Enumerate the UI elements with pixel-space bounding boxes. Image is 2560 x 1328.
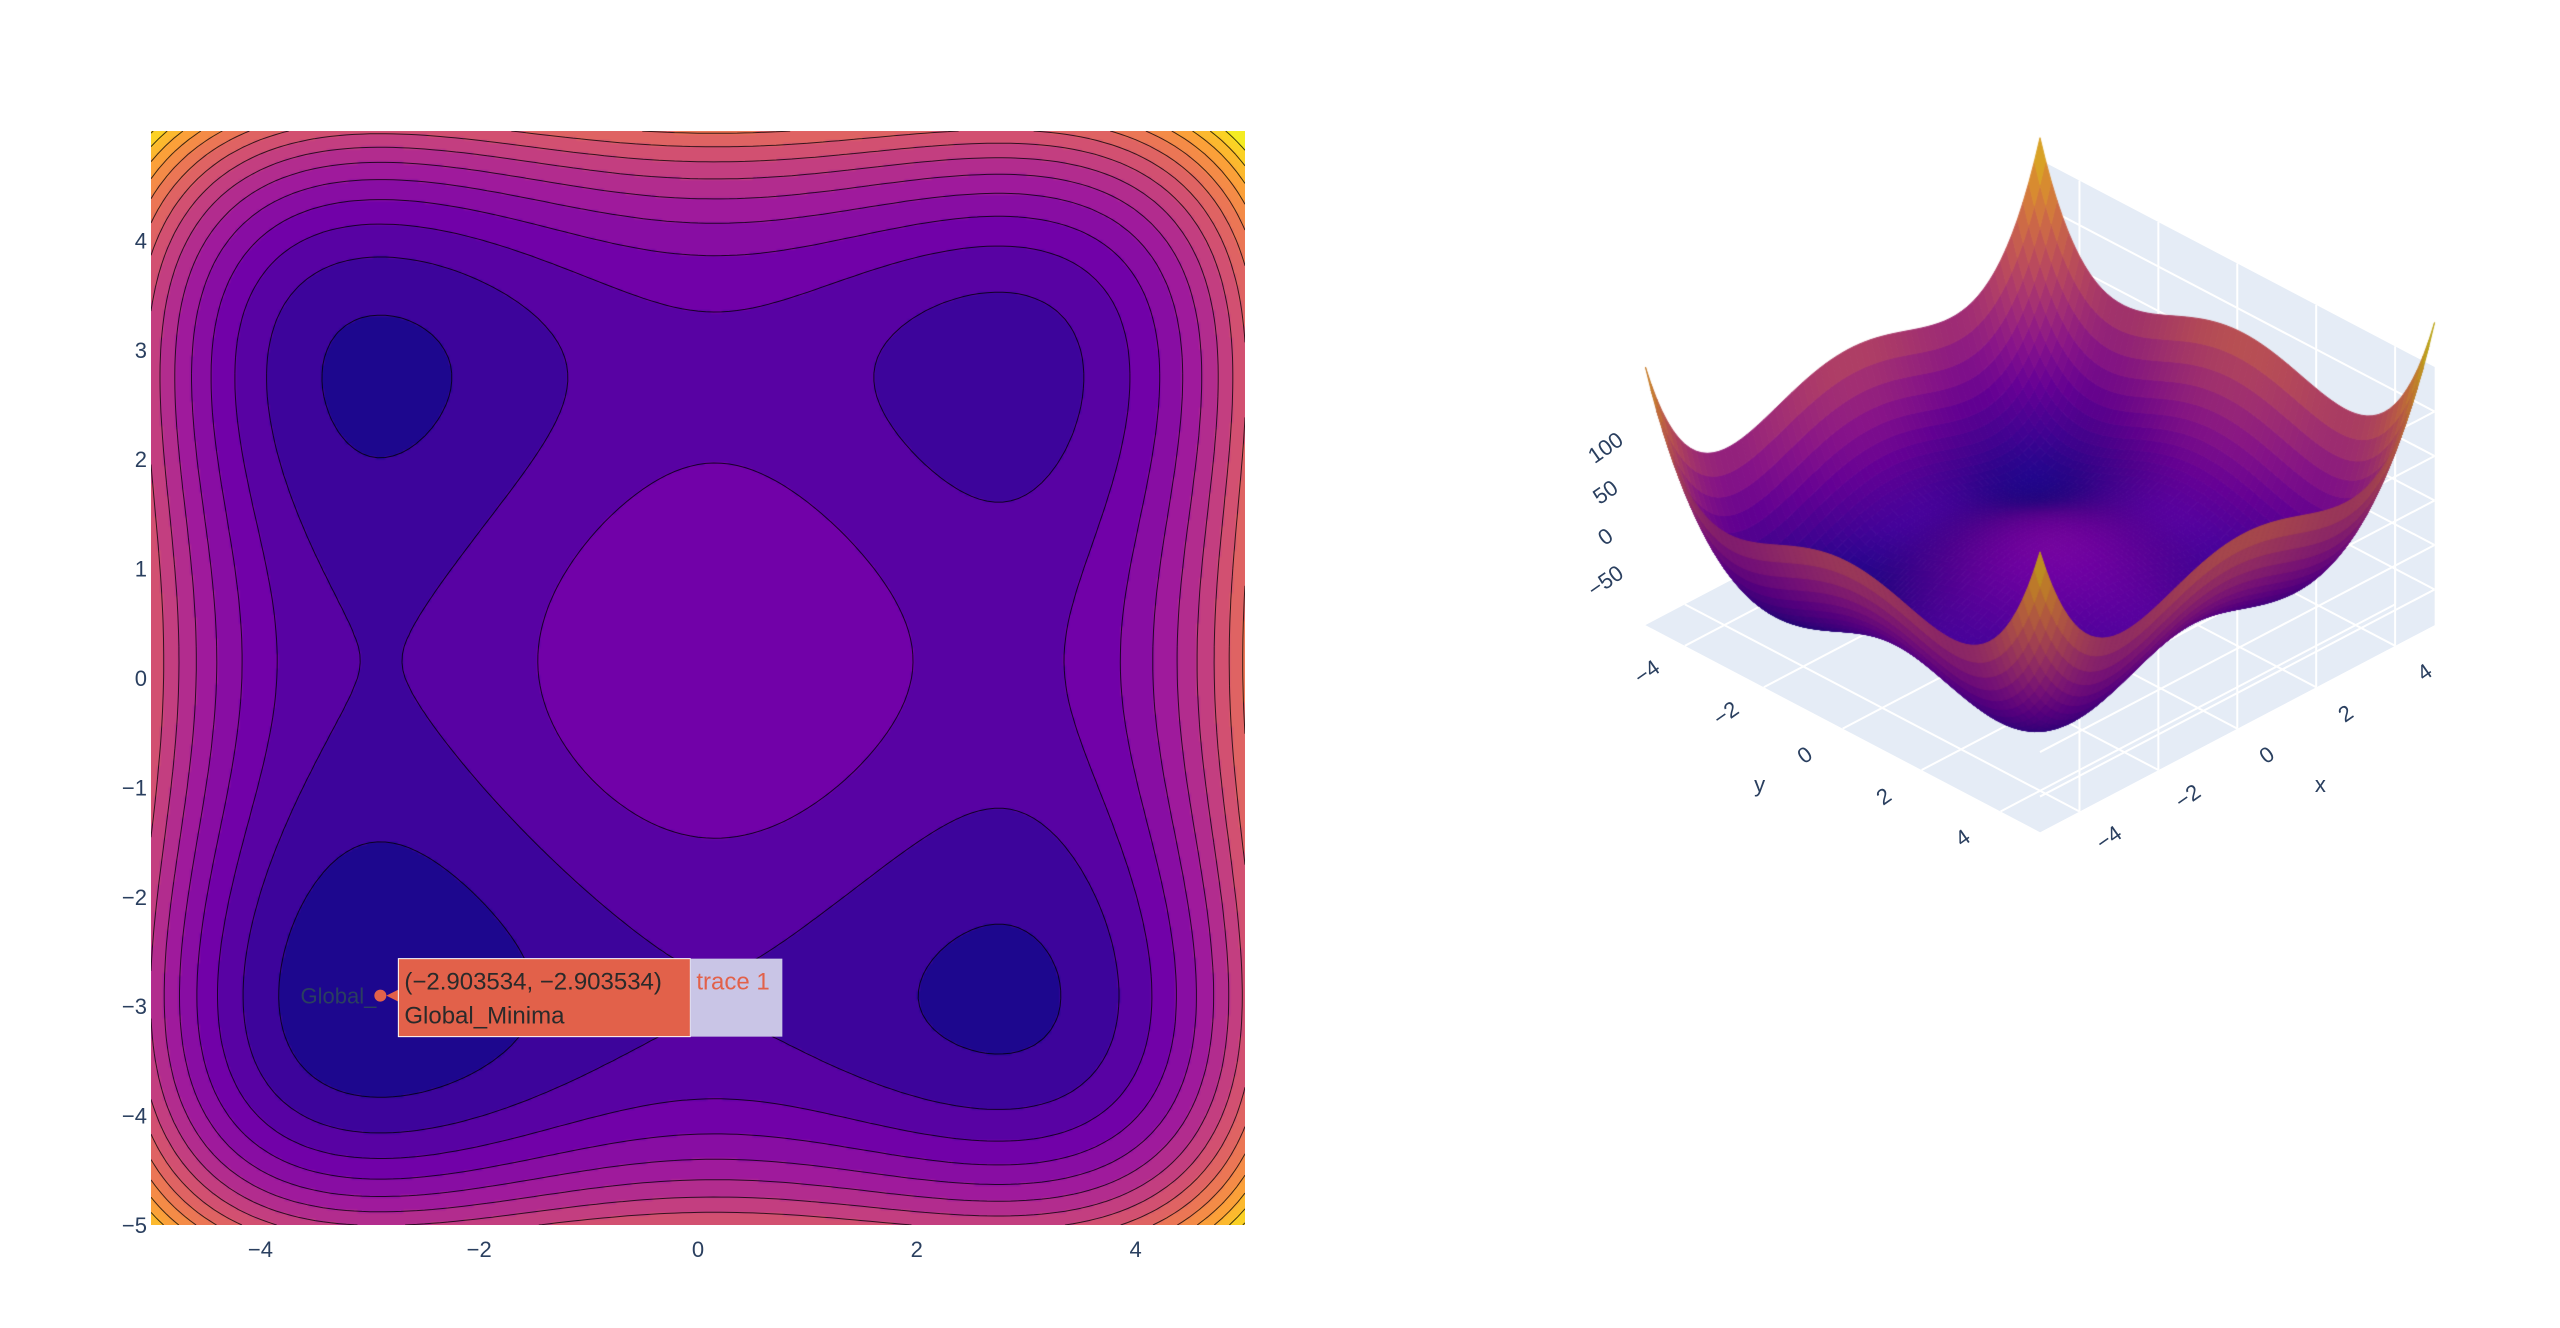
- contour-line: [151, 131, 1245, 1225]
- hover-trace-name: trace 1: [696, 969, 769, 996]
- x-tick-label: 2: [911, 1237, 923, 1262]
- contour-line: [151, 131, 1245, 1225]
- contour-x-axis: −4 −2 0 2 4: [248, 1237, 1142, 1262]
- y-tick-label: 2: [135, 447, 147, 472]
- contour-line: [151, 146, 1230, 1225]
- contour-line: [151, 131, 1245, 1225]
- y-tick-label: −1: [122, 775, 147, 800]
- contour-line: [151, 133, 1243, 1225]
- x-tick-label: −4: [248, 1237, 273, 1262]
- contour-line: [196, 199, 1177, 1180]
- contour-y-axis: 4 3 2 1 0 −1 −2 −3 −4 −5: [122, 228, 147, 1238]
- hover-coords: (−2.903534, −2.903534): [404, 969, 662, 996]
- y-tick-label: 3: [135, 338, 147, 363]
- global-minimum-marker-group[interactable]: Global_: [301, 984, 387, 1009]
- hover-box: [397, 958, 691, 1038]
- hover-tooltip: (−2.903534, −2.903534) Global_Minima tra…: [386, 958, 783, 1038]
- hover-pointer: [386, 989, 399, 1002]
- y-tick-label: 0: [135, 666, 147, 691]
- y-tick-label: 1: [135, 557, 147, 582]
- contour-line: [151, 131, 1245, 1225]
- contour-plot[interactable]: −4 −2 0 2 4 4 3 2 1 0 −1 −2 −3 −4 −5 Global_ (−2.9035…: [122, 131, 1245, 1262]
- scene-x-axis-title: x: [2315, 772, 2326, 797]
- x-tick-label: 4: [1129, 1237, 1141, 1262]
- contour-line: [278, 314, 1062, 1098]
- contour-line: [217, 223, 1153, 1159]
- y-tick-label: −3: [122, 994, 147, 1019]
- y-tick-label: 4: [135, 228, 147, 253]
- hover-label: Global_Minima: [404, 1003, 565, 1030]
- y-tick-label: −2: [122, 885, 147, 910]
- contour-line: [163, 161, 1215, 1213]
- scene-y-axis-title: y: [1754, 772, 1765, 797]
- hover-trace-box: [690, 958, 783, 1037]
- contour-line: [151, 131, 1245, 1225]
- contour-lines: [151, 131, 1245, 1225]
- contour-line: [151, 131, 1245, 1225]
- contour-heatmap: [151, 131, 1245, 1225]
- marker-label: Global_: [301, 984, 378, 1009]
- y-tick-label: −4: [122, 1104, 147, 1129]
- x-tick-label: 0: [692, 1237, 704, 1262]
- contour-line: [151, 131, 1245, 1225]
- x-tick-label: −2: [467, 1237, 492, 1262]
- contour-line: [179, 179, 1197, 1197]
- global-minimum-marker[interactable]: [374, 989, 387, 1002]
- y-tick-label: −5: [122, 1213, 147, 1238]
